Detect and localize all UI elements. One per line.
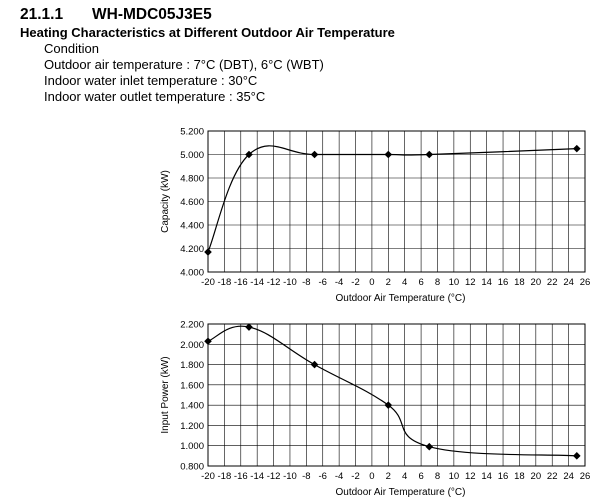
input-power-x-tick-label: 10	[449, 471, 460, 482]
chart-subtitle: Heating Characteristics at Different Out…	[20, 25, 395, 40]
condition-heading: Condition	[44, 41, 99, 56]
input-power-x-tick-label: 12	[465, 471, 476, 482]
capacity-x-tick-label: 18	[514, 277, 525, 288]
input-power-x-tick-label: 0	[369, 471, 374, 482]
capacity-x-tick-label: -18	[218, 277, 232, 288]
input-power-x-tick-label: 6	[418, 471, 423, 482]
capacity-data-point	[310, 150, 319, 159]
input-power-x-tick-label: 4	[402, 471, 407, 482]
model-name: WH-MDC05J3E5	[92, 6, 212, 23]
input-power-x-tick-label: 18	[514, 471, 525, 482]
input-power-series-line	[207, 325, 577, 457]
capacity-y-tick-label: 4.800	[180, 174, 204, 185]
capacity-y-tick-label: 4.600	[180, 197, 204, 208]
condition-outdoor-air: Outdoor air temperature : 7°C (DBT), 6°C…	[44, 57, 324, 72]
capacity-x-tick-label: 26	[580, 277, 591, 288]
input-power-data-point	[310, 360, 319, 369]
input-power-x-tick-label: -16	[234, 471, 248, 482]
input-power-x-tick-label: -4	[335, 471, 343, 482]
capacity-x-tick-label: -2	[351, 277, 359, 288]
section-number: 21.1.1	[20, 6, 64, 23]
input-power-x-tick-label: -8	[302, 471, 310, 482]
input-power-data-point	[245, 323, 253, 331]
capacity-plot-frame	[207, 130, 586, 273]
capacity-y-tick-label: 5.000	[180, 150, 204, 161]
input-power-x-tick-label: 16	[498, 471, 509, 482]
input-power-x-tick-label: -18	[218, 471, 232, 482]
capacity-y-tick-label: 4.000	[180, 268, 204, 279]
capacity-x-tick-label: 20	[531, 277, 542, 288]
input-power-x-tick-label: 2	[386, 471, 391, 482]
capacity-x-tick-label: -8	[302, 277, 310, 288]
capacity-x-tick-label: -10	[283, 277, 297, 288]
input-power-data-point	[573, 452, 581, 460]
capacity-x-tick-label: 4	[402, 277, 407, 288]
capacity-x-tick-label: -6	[319, 277, 327, 288]
capacity-series-line	[207, 145, 577, 253]
capacity-data-point	[573, 144, 581, 153]
input-power-x-tick-label: 20	[531, 471, 542, 482]
input-power-x-tick-label: 14	[481, 471, 492, 482]
capacity-y-axis-label: Capacity (kW)	[160, 170, 171, 233]
section-heading: 21.1.1 WH-MDC05J3E5	[20, 6, 212, 24]
capacity-x-tick-label: -12	[267, 277, 281, 288]
input-power-y-tick-label: 1.400	[180, 401, 204, 412]
input-power-plot-frame	[207, 323, 586, 467]
input-power-x-axis-label: Outdoor Air Temperature (°C)	[336, 487, 466, 498]
input-power-y-tick-label: 2.000	[180, 340, 204, 351]
input-power-y-tick-label: 1.600	[180, 380, 204, 391]
capacity-x-axis-label: Outdoor Air Temperature (°C)	[336, 293, 466, 304]
input-power-x-tick-label: 8	[435, 471, 440, 482]
input-power-x-tick-label: 26	[580, 471, 591, 482]
capacity-y-tick-label: 4.400	[180, 221, 204, 232]
capacity-data-point	[204, 248, 212, 256]
capacity-x-tick-label: 14	[481, 277, 492, 288]
input-power-x-tick-label: -12	[267, 471, 281, 482]
capacity-x-tick-label: 22	[547, 277, 558, 288]
capacity-data-point	[425, 150, 434, 159]
input-power-y-tick-label: 2.200	[180, 320, 204, 331]
capacity-x-tick-label: 6	[418, 277, 423, 288]
input-power-x-tick-label: 22	[547, 471, 558, 482]
input-power-y-tick-label: 1.200	[180, 421, 204, 432]
input-power-data-point	[384, 401, 393, 409]
input-power-data-point	[204, 337, 212, 346]
capacity-x-tick-label: -14	[250, 277, 264, 288]
input-power-chart-group: -20 -18 -16 -14 -12 -10 -8 -6 -4 -2 0 2 4 6 8 10 12 14 16 1…	[160, 320, 590, 499]
capacity-x-tick-label: 16	[498, 277, 509, 288]
capacity-x-tick-label: 10	[449, 277, 460, 288]
input-power-x-tick-label: -6	[319, 471, 327, 482]
condition-inlet-water: Indoor water inlet temperature : 30°C	[44, 73, 258, 88]
input-power-x-tick-label: 24	[563, 471, 574, 482]
input-power-y-tick-label: 1.800	[180, 360, 204, 371]
input-power-x-tick-label: -2	[351, 471, 359, 482]
capacity-chart-group: -20 -18 -16 -14 -12 -10 -8 -6 -4 -2 0 2 4 6 8 10 12 14 16 1…	[160, 127, 590, 305]
capacity-x-tick-label: 8	[435, 277, 440, 288]
capacity-x-tick-label: -16	[234, 277, 248, 288]
capacity-x-tick-label: 24	[563, 277, 574, 288]
input-power-x-tick-label: -14	[250, 471, 264, 482]
capacity-x-tick-label: 0	[369, 277, 374, 288]
capacity-x-tick-label: 2	[386, 277, 391, 288]
input-power-x-tick-label: -20	[201, 471, 215, 482]
capacity-y-tick-label: 4.200	[180, 244, 204, 255]
input-power-y-tick-label: 0.800	[180, 462, 204, 473]
capacity-y-tick-label: 5.200	[180, 127, 204, 138]
input-power-y-axis-label: Input Power (kW)	[160, 356, 171, 433]
input-power-x-tick-label: -10	[283, 471, 297, 482]
capacity-data-point	[245, 150, 253, 159]
input-power-y-tick-label: 1.000	[180, 441, 204, 452]
input-power-data-point	[425, 442, 434, 451]
capacity-x-tick-label: -20	[201, 277, 215, 288]
capacity-x-tick-label: -4	[335, 277, 343, 288]
capacity-data-point	[384, 150, 393, 159]
capacity-x-tick-label: 12	[465, 277, 476, 288]
condition-outlet-water: Indoor water outlet temperature : 35°C	[44, 89, 266, 104]
